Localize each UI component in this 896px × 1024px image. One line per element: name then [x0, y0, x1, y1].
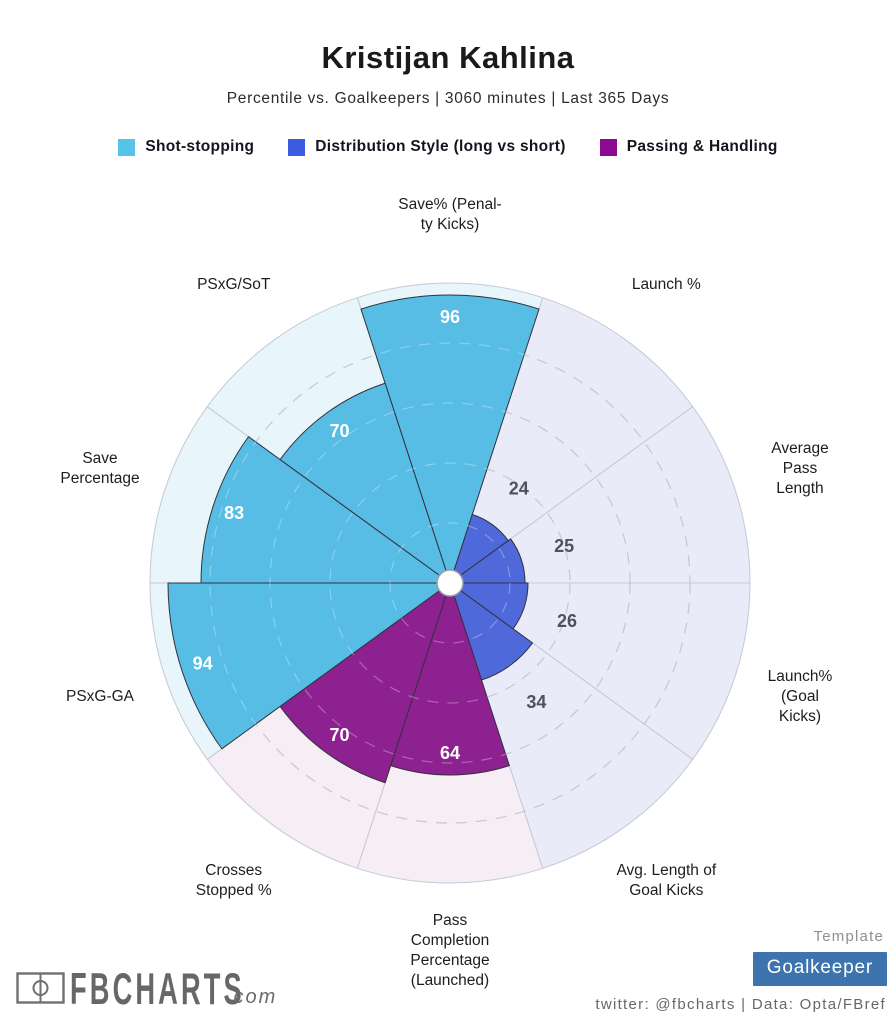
- slice-value-label: 70: [329, 725, 349, 745]
- slice-value-wedge: [167, 582, 452, 750]
- gridline-circle-overlay: [389, 522, 511, 644]
- slice-value-wedge: [200, 435, 452, 584]
- slice-value-label: 25: [554, 536, 574, 556]
- slice-category-label: Average Pass Length: [771, 440, 829, 498]
- slice-category-label: Pass Completion Percentage (Launched): [410, 912, 490, 989]
- slice-category-label: Crosses Stopped %: [195, 861, 272, 899]
- slice-background-wedge: [448, 582, 751, 761]
- pitch-icon: [16, 972, 65, 1004]
- slice-value-wedge: [360, 294, 540, 585]
- brand-suffix: .com: [226, 986, 278, 1008]
- legend-swatch-icon: [599, 138, 617, 156]
- brand-name: FBCHARTS: [70, 964, 245, 1014]
- brand-logo: FBCHARTS .com: [14, 958, 344, 1018]
- legend-item-shot-stopping: Shot-stopping: [118, 138, 254, 156]
- template-label: Template: [813, 928, 884, 945]
- legend-swatch-icon: [118, 138, 136, 156]
- slice-value-label: 96: [440, 307, 460, 327]
- slice-category-label: Launch% (Goal Kicks): [767, 667, 833, 725]
- slice-category-label: Save% (Penal- ty Kicks): [398, 196, 502, 233]
- gridline-circle-overlay: [329, 462, 571, 704]
- slice-value-label: 94: [193, 653, 213, 673]
- legend-item-label: Distribution Style (long vs short): [315, 138, 566, 155]
- slice-background-wedge: [448, 405, 751, 584]
- credit-text: twitter: @fbcharts | Data: Opta/FBref: [595, 996, 886, 1013]
- slice-category-label: Save Percentage: [60, 450, 140, 488]
- slice-value-label: 26: [557, 611, 577, 631]
- gridline-circle-overlay: [209, 342, 691, 824]
- slice-background-wedge: [449, 297, 694, 585]
- slice-category-label: PSxG-GA: [65, 687, 135, 705]
- slice-value-wedge: [390, 581, 510, 776]
- page-subtitle: Percentile vs. Goalkeepers | 3060 minute…: [226, 90, 670, 107]
- legend-item-distribution-style: Distribution Style (long vs short): [288, 138, 565, 156]
- legend: Shot-stopping Distribution Style (long v…: [0, 138, 896, 156]
- slice-category-label: PSxG/SoT: [197, 276, 271, 294]
- legend-item-passing-handling: Passing & Handling: [599, 138, 778, 156]
- gridline-circle-overlay: [269, 402, 631, 764]
- goalkeeper-template-badge[interactable]: Goalkeeper: [752, 952, 887, 986]
- slice-value-wedge: [279, 382, 451, 585]
- legend-item-label: Shot-stopping: [145, 138, 255, 155]
- slice-value-label: 70: [329, 421, 349, 441]
- slice-value-label: 34: [526, 692, 546, 712]
- slice-value-label: 64: [440, 743, 460, 763]
- legend-swatch-icon: [288, 138, 306, 156]
- slice-value-label: 24: [509, 478, 529, 498]
- page-title: Kristijan Kahlina: [321, 40, 575, 75]
- slice-value-label: 83: [224, 503, 244, 523]
- center-hub: [436, 569, 464, 597]
- legend-item-label: Passing & Handling: [626, 138, 778, 155]
- slice-category-label: Launch %: [631, 276, 701, 294]
- slice-value-wedge: [279, 581, 451, 784]
- slice-category-label: Avg. Length of Goal Kicks: [616, 861, 717, 899]
